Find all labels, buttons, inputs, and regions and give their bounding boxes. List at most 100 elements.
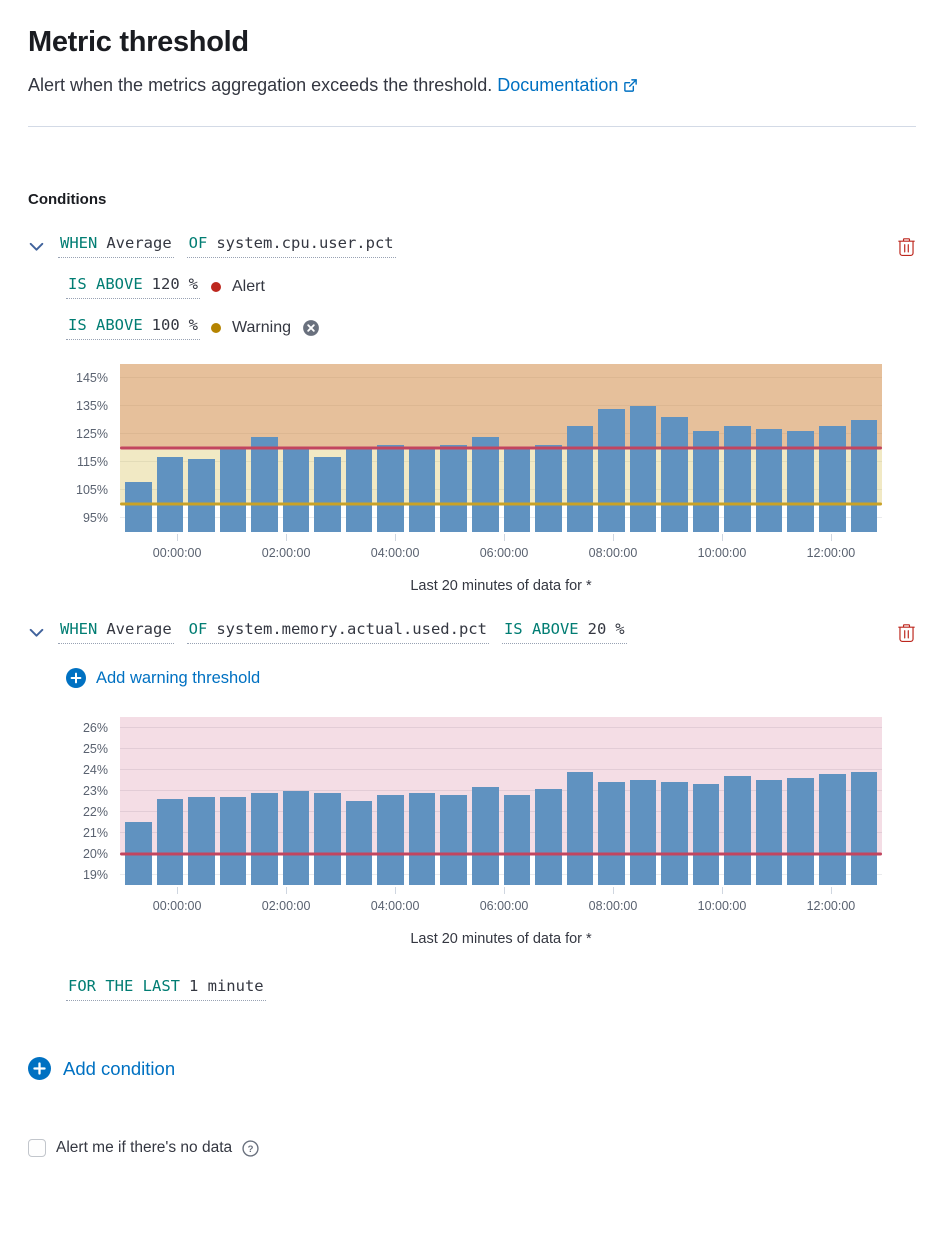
- alert-threshold-line: [120, 852, 882, 856]
- page-title: Metric threshold: [28, 26, 249, 58]
- bar: [188, 459, 215, 533]
- x-axis: 00:00:00 02:00:00 04:00:00 06:00:00 08:00:00…: [120, 532, 882, 568]
- bar: [724, 776, 751, 886]
- x-tick: [830, 887, 832, 895]
- plus-in-circle-icon: [28, 1057, 51, 1081]
- warning-region: [120, 364, 882, 505]
- aggregation-value: Average: [106, 620, 172, 639]
- documentation-link[interactable]: Documentation: [497, 73, 638, 98]
- bar: [472, 437, 499, 533]
- bar: [755, 428, 783, 533]
- help-icon[interactable]: ?: [242, 1140, 259, 1157]
- x-tick: [721, 887, 723, 895]
- warning-threshold-row: IS ABOVE 100 % Warning: [66, 316, 916, 341]
- bar: [598, 782, 625, 886]
- gridline: [120, 747, 882, 749]
- bar: [440, 445, 468, 533]
- delete-condition-button[interactable]: [897, 237, 916, 256]
- gridline: [120, 377, 882, 379]
- metric-value: system.cpu.user.pct: [216, 234, 394, 253]
- gridline: [120, 517, 882, 519]
- add-condition-button[interactable]: Add condition: [28, 1057, 175, 1081]
- gridline: [120, 405, 882, 407]
- bar: [819, 425, 846, 533]
- aggregation-value: Average: [106, 234, 172, 253]
- x-tick: [286, 887, 288, 895]
- y-tick-label: 135%: [76, 399, 108, 414]
- y-tick-label: 24%: [82, 762, 108, 777]
- alert-threshold-unit: %: [188, 275, 198, 294]
- gridline: [120, 810, 882, 812]
- aggregation-expression[interactable]: WHEN Average: [58, 620, 174, 645]
- bar: [535, 788, 562, 886]
- x-tick-label: 10:00:00: [697, 899, 747, 914]
- alert-region: [120, 717, 882, 854]
- alert-threshold-value: 120: [151, 275, 180, 294]
- warning-threshold-expression[interactable]: IS ABOVE 100 %: [66, 316, 200, 341]
- memory-preview-chart: 19% 20% 21% 22% 23% 24% 25% 26% 00:00:00 02:00:0…: [64, 717, 882, 947]
- bar: [472, 786, 499, 886]
- x-tick: [177, 534, 179, 542]
- x-tick: [830, 534, 832, 542]
- add-warning-threshold-button[interactable]: Add warning threshold: [66, 668, 260, 689]
- y-tick-label: 21%: [82, 825, 108, 840]
- alert-threshold-expression[interactable]: IS ABOVE 20 %: [501, 620, 627, 645]
- bar: [692, 784, 720, 886]
- chevron-down-icon[interactable]: [28, 238, 45, 255]
- x-tick: [504, 534, 506, 542]
- warning-level-label: Warning: [232, 319, 291, 337]
- subtitle-text: Alert when the metrics aggregation excee…: [28, 75, 493, 95]
- bar: [787, 778, 815, 886]
- bar: [345, 448, 373, 533]
- x-tick-label: 08:00:00: [588, 546, 638, 561]
- bar: [503, 448, 531, 533]
- x-tick-label: 12:00:00: [806, 546, 856, 561]
- bar: [408, 792, 436, 886]
- warning-threshold-unit: %: [188, 316, 198, 335]
- aggregation-expression[interactable]: WHEN Average: [58, 234, 174, 259]
- condition-item-2: WHEN Average OF system.memory.actual.use…: [28, 620, 916, 1002]
- bar: [819, 773, 846, 886]
- bar: [282, 790, 310, 886]
- trash-icon: [898, 237, 915, 256]
- delete-condition-button[interactable]: [897, 623, 916, 642]
- y-tick-label: 125%: [76, 427, 108, 442]
- warning-threshold-line: [120, 502, 882, 506]
- x-tick: [177, 887, 179, 895]
- x-tick-label: 06:00:00: [479, 899, 529, 914]
- metric-expression[interactable]: OF system.memory.actual.used.pct: [186, 620, 489, 645]
- condition-item-1: WHEN Average OF system.cpu.user.pct IS A…: [28, 234, 916, 594]
- chevron-down-icon[interactable]: [28, 624, 45, 641]
- alert-threshold-unit: %: [615, 620, 625, 639]
- bar: [282, 448, 310, 533]
- metric-expression[interactable]: OF system.cpu.user.pct: [186, 234, 396, 259]
- bar-series: [120, 717, 882, 886]
- y-tick-label: 25%: [82, 741, 108, 756]
- alert-threshold-row: IS ABOVE 120 % Alert: [66, 275, 916, 300]
- alert-threshold-expression[interactable]: IS ABOVE 120 %: [66, 275, 200, 300]
- chart-plot-area: [120, 364, 882, 533]
- conditions-heading: Conditions: [28, 191, 107, 209]
- bar: [661, 782, 688, 886]
- bar-series: [120, 364, 882, 533]
- metric-value: system.memory.actual.used.pct: [216, 620, 487, 639]
- y-axis: 95% 105% 115% 125% 135% 145%: [64, 364, 120, 532]
- remove-warning-button[interactable]: [302, 319, 320, 337]
- gridline: [120, 489, 882, 491]
- external-link-icon: [624, 79, 638, 92]
- y-tick-label: 145%: [76, 371, 108, 386]
- is-above-keyword: IS ABOVE: [503, 620, 579, 639]
- x-tick-label: 08:00:00: [588, 899, 638, 914]
- gridline: [120, 873, 882, 875]
- y-tick-label: 20%: [82, 846, 108, 861]
- no-data-checkbox[interactable]: [28, 1139, 46, 1158]
- for-the-last-expression[interactable]: FOR THE LAST 1 minute: [66, 977, 266, 1002]
- bar: [850, 420, 878, 533]
- bar: [188, 797, 215, 886]
- y-tick-label: 95%: [82, 511, 108, 526]
- is-above-keyword: IS ABOVE: [68, 275, 143, 294]
- alert-dot: [211, 282, 221, 293]
- x-tick-label: 00:00:00: [152, 899, 202, 914]
- no-data-checkbox-label: Alert me if there's no data: [56, 1139, 233, 1157]
- alert-region: [120, 364, 882, 449]
